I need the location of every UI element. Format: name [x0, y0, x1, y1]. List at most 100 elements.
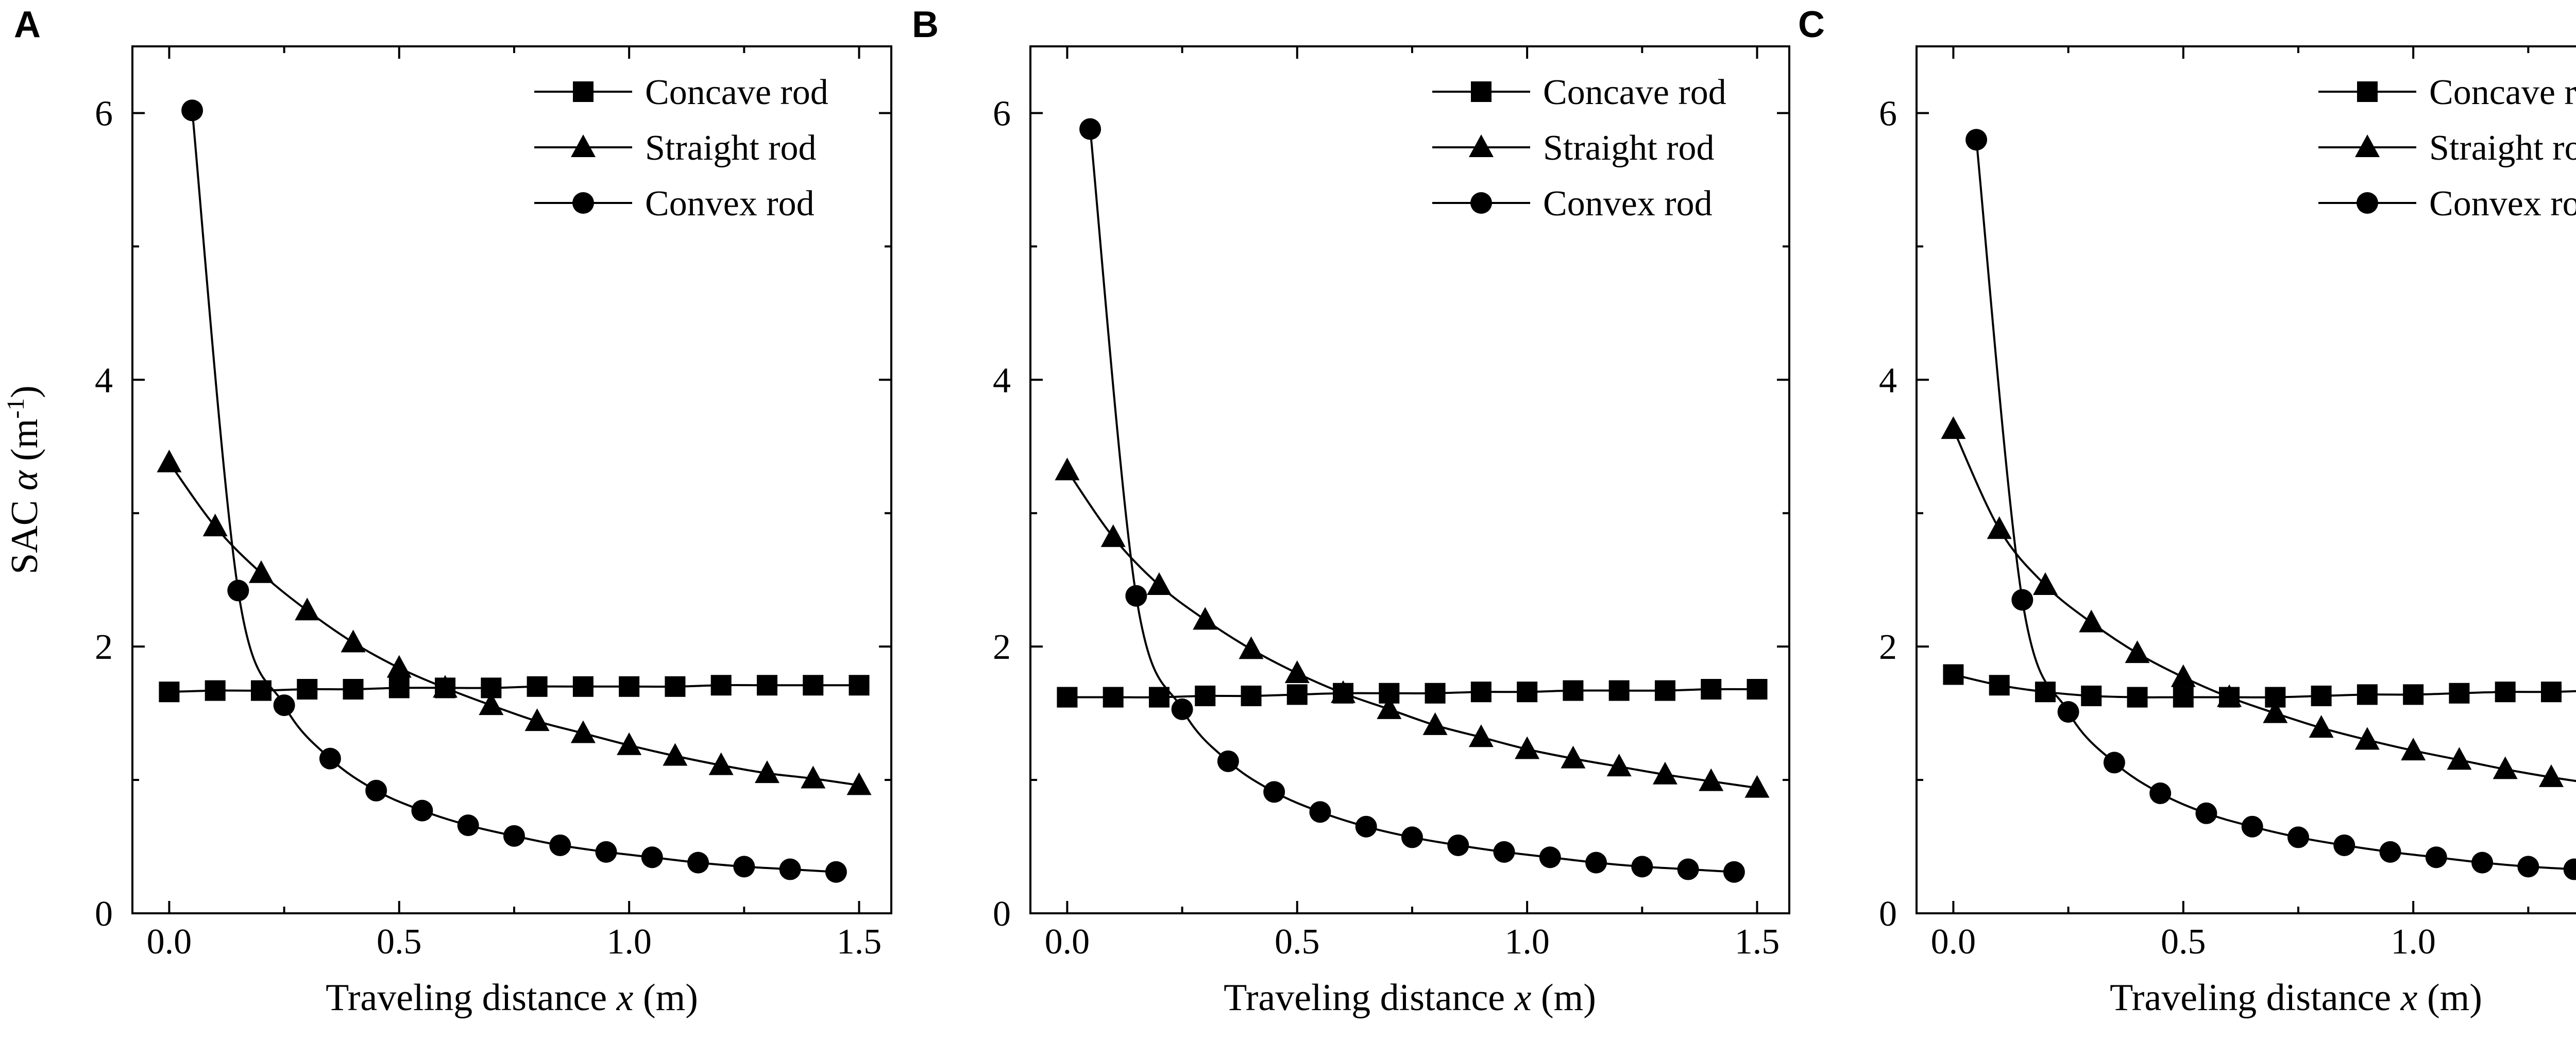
data-point	[1699, 768, 1724, 791]
data-point	[1355, 815, 1377, 838]
y-tick-label: 6	[1879, 94, 1897, 133]
legend-marker	[2355, 134, 2380, 157]
data-point	[2357, 684, 2378, 705]
x-tick-label: 0.5	[2161, 922, 2206, 962]
data-point	[1447, 834, 1469, 856]
series-square	[159, 675, 870, 703]
x-tick-label: 0.0	[147, 922, 192, 962]
plot-frame	[1029, 45, 1790, 914]
data-point	[2079, 609, 2104, 633]
series-triangle	[1055, 457, 1770, 798]
data-point	[1193, 607, 1218, 630]
data-point	[2311, 685, 2332, 706]
data-point	[343, 679, 364, 700]
x-tick-label: 1.0	[2391, 922, 2436, 962]
panel-letter: A	[14, 4, 41, 45]
data-point	[1744, 775, 1770, 798]
x-axis-label: Traveling distance x (m)	[326, 977, 698, 1019]
data-point	[1943, 664, 1964, 685]
data-point	[663, 743, 688, 766]
data-point	[1723, 861, 1745, 883]
series-triangle	[1941, 416, 2576, 787]
data-point	[2127, 687, 2148, 708]
y-axis-label: SAC α (m-1)	[2, 385, 46, 574]
data-point	[1677, 858, 1699, 880]
data-point	[181, 99, 204, 122]
data-point	[708, 752, 734, 775]
series-triangle	[157, 449, 872, 795]
data-point	[2057, 701, 2079, 723]
x-tick-label: 1.5	[1735, 922, 1780, 962]
legend-marker	[1470, 192, 1492, 214]
legend-label: Convex rod	[1543, 184, 1713, 224]
data-point	[1468, 724, 1494, 747]
data-point	[1057, 687, 1078, 708]
data-point	[2103, 752, 2125, 774]
data-point	[801, 765, 826, 789]
data-point	[1171, 698, 1193, 720]
data-point	[273, 694, 295, 717]
series-circle	[181, 99, 847, 883]
data-point	[202, 514, 228, 537]
data-point	[2217, 684, 2242, 707]
data-point	[2379, 841, 2401, 863]
legend-marker	[1471, 81, 1492, 102]
series-line	[169, 684, 859, 693]
series-square	[1943, 664, 2576, 708]
series-line	[1089, 129, 1735, 873]
x-tick-label: 0.0	[1045, 922, 1090, 962]
series-line	[1067, 688, 1757, 699]
series-circle	[1079, 118, 1745, 883]
data-point	[1747, 679, 1768, 700]
data-point	[2449, 683, 2470, 704]
data-point	[2149, 782, 2172, 804]
data-point	[1286, 684, 1308, 705]
y-tick-label: 0	[1879, 894, 1897, 934]
data-point	[2309, 715, 2334, 738]
data-point	[479, 692, 504, 716]
data-point	[1100, 524, 1126, 547]
data-point	[205, 680, 226, 701]
data-point	[2447, 747, 2472, 770]
data-point	[2540, 682, 2562, 703]
data-point	[1401, 826, 1423, 848]
series-line	[1953, 673, 2576, 699]
legend-marker	[572, 192, 594, 214]
data-point	[295, 598, 320, 621]
y-tick-label: 2	[1879, 627, 1897, 667]
data-point	[570, 720, 596, 743]
data-point	[1103, 687, 1124, 708]
data-point	[248, 560, 274, 583]
x-tick-label: 0.5	[377, 922, 422, 962]
data-point	[1561, 745, 1586, 769]
data-point	[572, 676, 594, 697]
data-point	[1493, 841, 1515, 863]
data-point	[388, 677, 410, 699]
panel-letter: C	[1798, 4, 1825, 45]
chart-panel-b: B 0 2 4 6 0.0 0.5 1.0 1.5 Traveling distance x (m…	[912, 4, 1790, 1019]
data-point	[825, 861, 847, 883]
legend-marker	[2357, 192, 2378, 214]
data-point	[2125, 640, 2150, 663]
data-point	[319, 747, 341, 770]
series-square	[1057, 679, 1768, 708]
data-point	[733, 856, 755, 878]
data-point	[433, 675, 458, 698]
data-point	[1425, 683, 1446, 704]
data-point	[1284, 660, 1310, 683]
data-point	[1608, 680, 1630, 701]
data-point	[411, 799, 433, 822]
data-point	[1941, 416, 1966, 439]
data-point	[754, 760, 779, 783]
data-point	[1652, 761, 1677, 785]
data-point	[1987, 516, 2012, 539]
data-point	[2354, 727, 2380, 750]
data-point	[1055, 457, 1080, 481]
data-point	[756, 675, 777, 696]
data-point	[386, 655, 412, 678]
data-point	[2538, 764, 2564, 787]
series-line	[1066, 470, 1757, 789]
data-point	[617, 732, 642, 755]
data-point	[2493, 756, 2518, 779]
